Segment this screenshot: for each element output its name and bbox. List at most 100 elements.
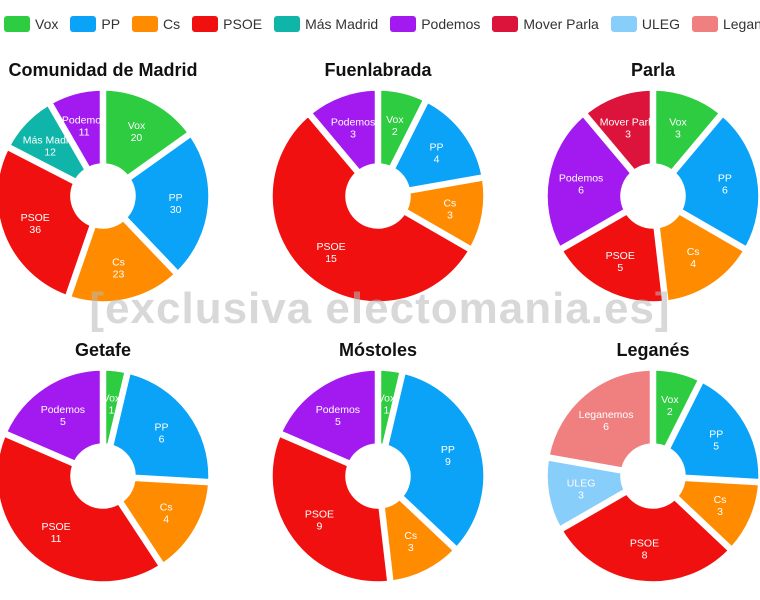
chart-title: Móstoles — [339, 340, 417, 360]
slice-name-label: Vox — [128, 120, 146, 132]
donut-slice[interactable] — [126, 135, 210, 272]
slice-value-label: 23 — [113, 268, 125, 280]
slice-value-label: 3 — [717, 506, 723, 518]
chart-title: Comunidad de Madrid — [9, 60, 198, 80]
legend-item[interactable]: Podemos — [390, 16, 480, 32]
slice-name-label: PP — [155, 421, 169, 433]
legend-swatch — [192, 16, 219, 32]
donut-slice[interactable] — [5, 369, 102, 462]
slice-value-label: 4 — [434, 153, 440, 165]
slice-name-label: Vox — [669, 116, 687, 128]
donut-slice[interactable] — [546, 459, 625, 528]
slice-value-label: 9 — [317, 521, 323, 533]
donut-slice[interactable] — [677, 479, 760, 548]
slice-name-label: Cs — [687, 246, 700, 258]
legend-swatch — [390, 16, 417, 32]
slice-value-label: 5 — [713, 441, 719, 453]
donut-slice[interactable] — [406, 179, 485, 248]
slice-name-label: Cs — [160, 502, 173, 514]
legend-item[interactable]: Vox — [4, 16, 58, 32]
donut-slice[interactable] — [548, 369, 652, 469]
donut-slice[interactable] — [9, 104, 86, 180]
legend-item[interactable]: Cs — [132, 16, 180, 32]
legend-item[interactable]: PP — [70, 16, 120, 32]
slice-name-label: Cs — [714, 494, 727, 506]
slice-value-label: 1 — [384, 404, 390, 416]
slice-name-label: Vox — [378, 392, 396, 404]
slice-name-label: PP — [441, 444, 455, 456]
slice-name-label: PSOE — [630, 538, 659, 550]
donut-slice[interactable] — [379, 369, 401, 446]
donut-slice[interactable] — [387, 372, 485, 548]
slice-name-label: Vox — [103, 392, 121, 404]
slice-name-label: PSOE — [305, 509, 334, 521]
legend-label: Vox — [35, 16, 59, 32]
legend-label: Más Madrid — [305, 16, 379, 32]
slice-name-label: PP — [709, 429, 723, 441]
donut-slice[interactable] — [271, 435, 389, 583]
slice-name-label: Cs — [404, 530, 417, 542]
donut-slice[interactable] — [654, 369, 700, 448]
donut-slice[interactable] — [311, 89, 377, 171]
slice-name-label: Cs — [443, 198, 456, 210]
legend-label: Mover Parla — [523, 16, 599, 32]
legend-swatch — [610, 16, 637, 32]
legend-item[interactable]: Mover Parla — [492, 16, 599, 32]
legend-item[interactable]: Más Madrid — [274, 16, 378, 32]
legend-swatch — [132, 16, 159, 32]
legend-label: PP — [101, 16, 121, 32]
slice-name-label: Podemos — [559, 172, 603, 184]
slice-name-label: PP — [169, 192, 183, 204]
slice-name-label: ULEG — [567, 478, 596, 490]
slice-name-label: PP — [430, 141, 444, 153]
slice-value-label: 1 — [109, 404, 115, 416]
slice-value-label: 5 — [60, 416, 66, 428]
donut-slice[interactable] — [561, 493, 730, 583]
donut-slice[interactable] — [658, 213, 745, 302]
donut-slice[interactable] — [0, 148, 91, 297]
chart-title: Leganés — [616, 340, 689, 360]
slice-value-label: 5 — [335, 416, 341, 428]
donut-slice[interactable] — [586, 89, 652, 171]
slice-name-label: Podemos — [41, 404, 85, 416]
donut-slice[interactable] — [104, 89, 189, 177]
donut-slice[interactable] — [393, 101, 483, 189]
donut-slice[interactable] — [51, 89, 102, 168]
donut-slice[interactable] — [561, 213, 664, 303]
donut-slice[interactable] — [280, 369, 377, 462]
legend-swatch — [70, 16, 97, 32]
slice-name-label: Más Madrid — [23, 135, 78, 147]
slice-value-label: 3 — [578, 490, 584, 502]
legend-item[interactable]: PSOE — [192, 16, 262, 32]
legend-item[interactable]: ULEG — [610, 16, 680, 32]
donut-slice[interactable] — [0, 435, 160, 583]
donut-slice[interactable] — [121, 479, 210, 564]
donut-slice[interactable] — [104, 369, 126, 446]
slice-value-label: 3 — [675, 128, 681, 140]
slice-value-label: 4 — [690, 258, 696, 270]
legend-item[interactable]: Leganemos — [691, 16, 760, 32]
legend: Vox PP Cs PSOE Más Madrid Podemos Mover Parla U… — [0, 12, 760, 36]
donut-slice[interactable] — [674, 115, 760, 248]
legend-swatch — [691, 16, 718, 32]
slice-value-label: 6 — [159, 433, 165, 445]
donut-slice[interactable] — [271, 115, 470, 303]
donut-slice[interactable] — [112, 372, 210, 481]
slice-value-label: 3 — [350, 128, 356, 140]
slice-value-label: 30 — [170, 204, 182, 216]
legend-label: ULEG — [641, 16, 680, 32]
donut-slice[interactable] — [654, 89, 720, 171]
donut-slice[interactable] — [69, 220, 176, 303]
donut-slice[interactable] — [379, 89, 425, 168]
slice-name-label: PSOE — [606, 250, 635, 262]
chart-title: Parla — [631, 60, 676, 80]
slice-value-label: 8 — [642, 550, 648, 562]
slice-name-label: Leganemos — [579, 409, 634, 421]
donut-slice[interactable] — [668, 381, 760, 481]
donut-slice[interactable] — [383, 498, 455, 582]
slice-name-label: Vox — [661, 394, 679, 406]
donut-slice[interactable] — [546, 115, 632, 248]
